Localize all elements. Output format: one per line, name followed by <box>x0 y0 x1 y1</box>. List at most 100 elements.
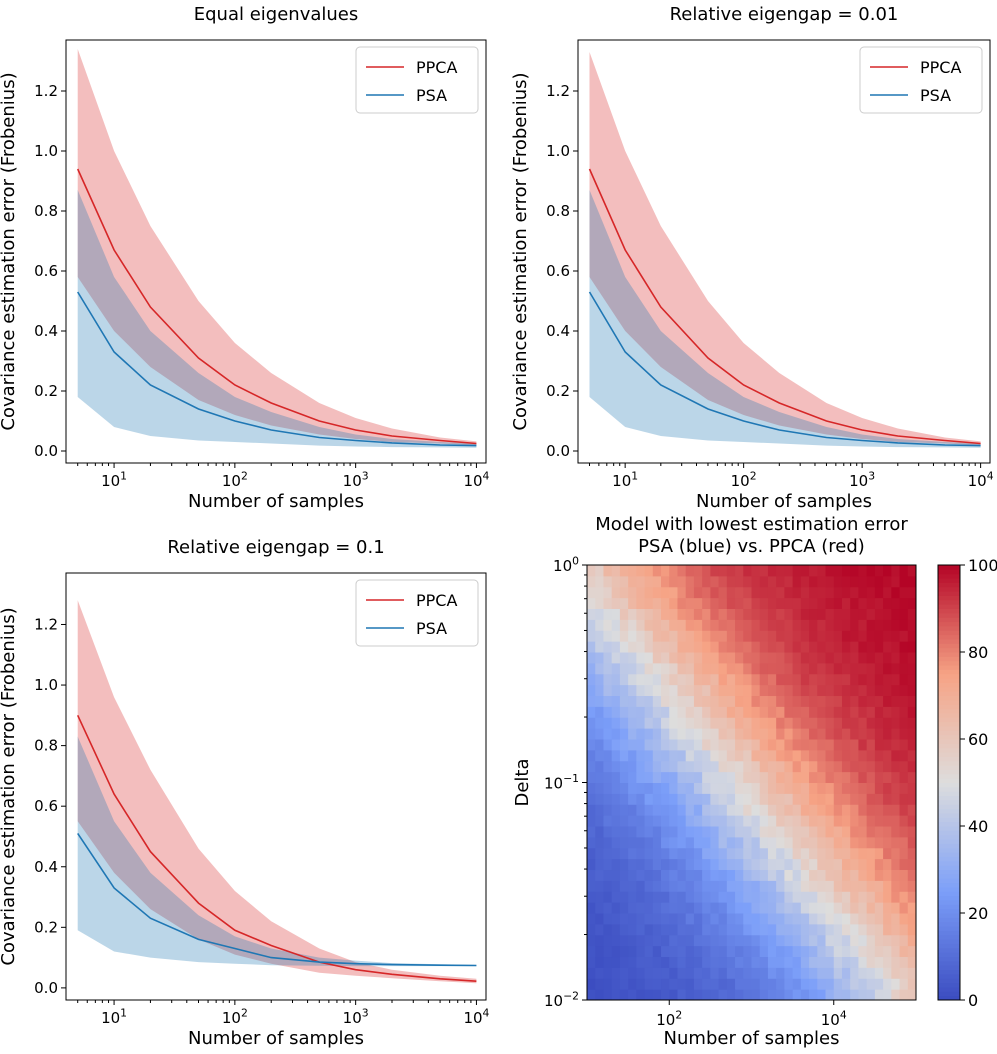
heatmap-cell <box>751 565 761 577</box>
heatmap-cell <box>677 760 687 773</box>
heatmap-cell <box>751 945 761 958</box>
heatmap-cell <box>693 695 703 707</box>
heatmap-cell <box>669 891 678 903</box>
heatmap-cell <box>800 815 810 827</box>
heatmap-cell <box>907 978 917 990</box>
heatmap-cell <box>603 826 613 838</box>
heatmap-cell <box>628 880 637 892</box>
heatmap-cell <box>751 880 761 892</box>
x-tick-label: 104 <box>968 469 994 490</box>
heatmap-cell <box>685 739 695 751</box>
heatmap-cell <box>825 749 835 762</box>
heatmap-cell <box>751 858 761 871</box>
heatmap-cell <box>850 934 859 947</box>
colorbar-strip <box>938 569 960 575</box>
heatmap-cell <box>693 934 703 947</box>
heatmap-cell <box>891 967 901 979</box>
heatmap-cell <box>693 847 703 860</box>
heatmap-cell <box>669 749 678 762</box>
heatmap-cell <box>891 608 901 620</box>
heatmap-cell <box>817 880 827 892</box>
heatmap-cell <box>792 989 802 1001</box>
heatmap-cell <box>883 706 892 718</box>
heatmap-cell <box>850 826 859 838</box>
heatmap-cell <box>883 771 892 784</box>
heatmap-cell <box>883 880 892 892</box>
heatmap-cell <box>636 913 646 925</box>
heatmap-cell <box>628 989 637 1001</box>
legend-label-psa: PSA <box>416 619 447 638</box>
heatmap-cell <box>874 565 884 577</box>
heatmap-cell <box>800 847 810 860</box>
heatmap-cell <box>858 858 868 871</box>
heatmap-cell <box>677 706 687 718</box>
heatmap-cell <box>817 782 827 794</box>
colorbar-strip <box>938 743 960 749</box>
heatmap-cell <box>817 826 827 838</box>
heatmap-cell <box>735 793 744 805</box>
heatmap-cell <box>833 978 843 990</box>
heatmap-cell <box>817 565 827 577</box>
heatmap-cell <box>693 760 703 773</box>
y-axis-label: Covariance estimation error (Frobenius) <box>510 72 531 430</box>
heatmap-cell <box>661 782 670 794</box>
heatmap-cell <box>677 978 687 990</box>
colorbar-strip <box>938 852 960 857</box>
heatmap-cell <box>800 739 810 751</box>
heatmap-cell <box>850 923 859 936</box>
y-tick-label: 0.4 <box>34 322 58 340</box>
heatmap-cell <box>800 934 810 947</box>
colorbar-strip <box>938 952 960 957</box>
heatmap-cell <box>751 923 761 936</box>
heatmap-cell <box>759 847 769 860</box>
x-tick-label: 102 <box>731 469 757 490</box>
heatmap-cell <box>595 684 604 697</box>
heatmap-cell <box>587 956 596 968</box>
heatmap-cell <box>702 913 711 925</box>
heatmap-cell <box>628 847 637 860</box>
heatmap-cell <box>800 826 810 838</box>
heatmap-cell <box>833 891 843 903</box>
heatmap-cell <box>619 749 629 762</box>
heatmap-cell <box>817 684 827 697</box>
heatmap-cell <box>726 978 736 990</box>
heatmap-cell <box>751 934 761 947</box>
heatmap-cell <box>825 880 835 892</box>
heatmap-cell <box>693 771 703 784</box>
heatmap-cell <box>702 641 711 653</box>
heatmap-cell <box>759 695 769 707</box>
heatmap-cell <box>858 880 868 892</box>
heatmap-cell <box>611 923 621 936</box>
heatmap-cell <box>833 608 843 620</box>
heatmap-cell <box>891 847 901 860</box>
heatmap-cell <box>767 684 777 697</box>
heatmap-cell <box>841 695 851 707</box>
heatmap-cell <box>652 630 662 642</box>
heatmap-cell <box>833 826 843 838</box>
heatmap-cell <box>866 684 876 697</box>
heatmap-cell <box>726 575 736 588</box>
heatmap-cell <box>891 978 901 990</box>
heatmap-cell <box>866 706 876 718</box>
heatmap-cell <box>595 673 604 686</box>
heatmap-cell <box>587 902 596 914</box>
heatmap-cell <box>817 945 827 958</box>
band-psa <box>77 190 477 448</box>
heatmap-cell <box>800 967 810 979</box>
heatmap-cell <box>619 782 629 794</box>
heatmap-cell <box>735 706 744 718</box>
heatmap-cell <box>891 989 901 1001</box>
heatmap-cell <box>587 967 596 979</box>
heatmap-cell <box>661 662 670 675</box>
heatmap-cell <box>841 739 851 751</box>
heatmap-cell <box>611 978 621 990</box>
x-tick-label: 102 <box>656 1008 682 1029</box>
heatmap-cell <box>743 652 752 664</box>
heatmap-cell <box>595 728 604 740</box>
heatmap-cell <box>809 652 818 664</box>
heatmap-cell <box>759 902 769 914</box>
heatmap-cell <box>891 826 901 838</box>
heatmap-cell <box>735 684 744 697</box>
heatmap-cell <box>693 815 703 827</box>
